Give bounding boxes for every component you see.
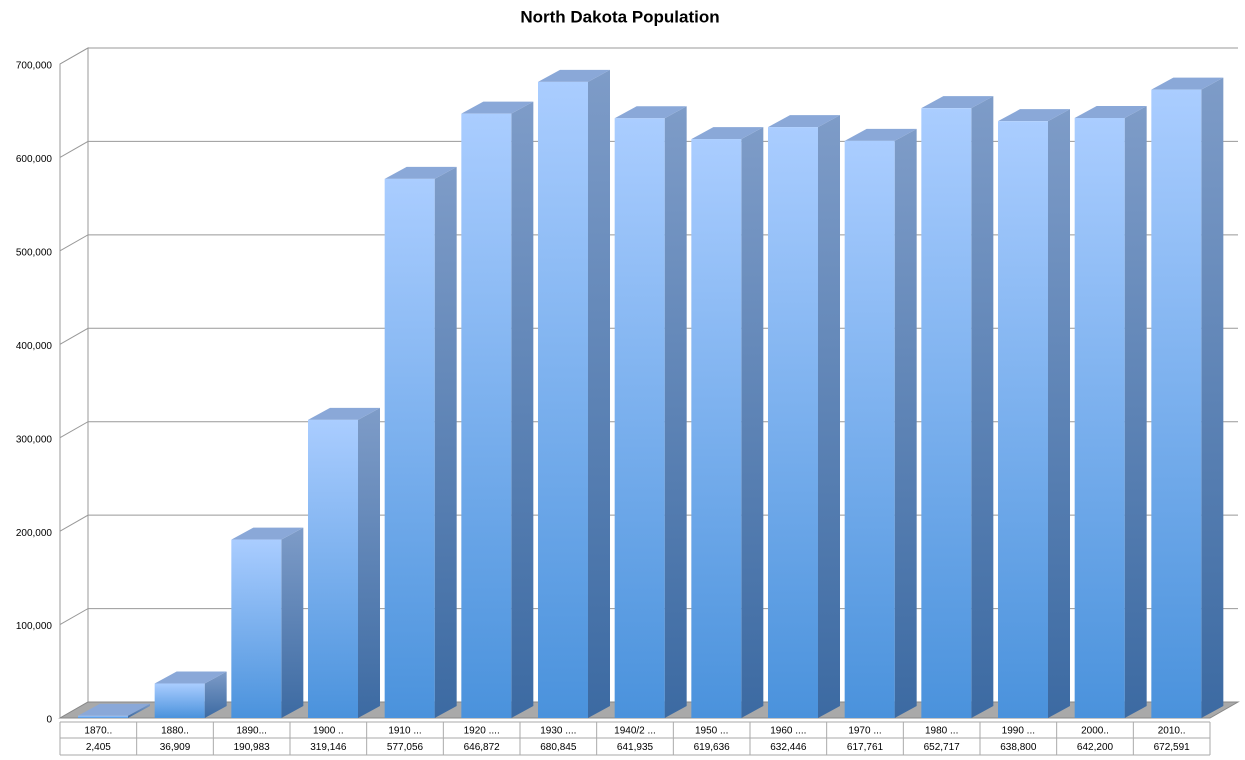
y-tick-label: 200,000 (16, 528, 53, 539)
bar-side (664, 106, 687, 719)
value-label: 646,872 (464, 742, 501, 753)
x-tick-label: 1910 ... (388, 726, 421, 737)
bar-side (128, 703, 150, 718)
y-tick-label: 700,000 (16, 61, 53, 72)
bar-top (998, 109, 1070, 122)
value-label: 641,935 (617, 742, 654, 753)
bar (154, 683, 205, 718)
value-label: 619,636 (694, 742, 731, 753)
bar-top (844, 128, 917, 141)
y-tick-label: 100,000 (16, 621, 53, 632)
bar-side (894, 128, 917, 718)
bar (78, 715, 128, 718)
bar-side (588, 69, 610, 718)
bar (998, 121, 1048, 718)
value-label: 632,446 (770, 742, 807, 753)
bar-side (818, 115, 840, 718)
bar-top (768, 115, 840, 128)
y-tick-label: 400,000 (16, 341, 53, 352)
bar-side (358, 407, 380, 718)
bar-side (434, 166, 457, 719)
bar-top (154, 671, 227, 684)
bar-side (1124, 106, 1147, 719)
value-label: 36,909 (160, 742, 191, 753)
x-tick-label: 1930 .... (540, 726, 576, 737)
y-tick-label: 600,000 (16, 154, 53, 165)
grid-line (59, 47, 1238, 65)
value-label: 672,591 (1154, 742, 1191, 753)
bar (1074, 118, 1125, 719)
x-tick-label: 1960 .... (770, 726, 806, 737)
bar-side (511, 101, 534, 719)
x-tick-label: 1900 .. (313, 726, 344, 737)
x-tick-label: 1870.. (84, 726, 112, 737)
bar (384, 178, 435, 719)
value-label: 652,717 (924, 742, 961, 753)
value-label: 577,056 (387, 742, 424, 753)
bar (691, 139, 742, 718)
value-label: 680,845 (540, 742, 577, 753)
bar-top (538, 69, 610, 82)
value-label: 617,761 (847, 742, 884, 753)
value-label: 642,200 (1077, 742, 1114, 753)
value-label: 190,983 (234, 742, 271, 753)
bar-side (204, 671, 227, 718)
x-tick-label: 1890... (236, 726, 267, 737)
bar (538, 81, 588, 718)
bar (461, 113, 512, 719)
bar-top (921, 96, 994, 109)
value-label: 638,800 (1000, 742, 1037, 753)
value-label: 2,405 (86, 742, 111, 753)
bar (614, 118, 665, 719)
x-tick-label: 1980 ... (925, 726, 958, 737)
y-tick-label: 300,000 (16, 434, 53, 445)
bar-top (461, 101, 534, 114)
bar (308, 419, 358, 718)
bar-top (308, 407, 380, 420)
x-tick-label: 1940/2 ... (614, 726, 656, 737)
bar-top (614, 106, 687, 119)
y-tick-label: 0 (46, 715, 52, 726)
bar-side (1201, 77, 1224, 718)
x-tick-label: 1880.. (161, 726, 189, 737)
bar-side (1048, 109, 1070, 718)
value-label: 319,146 (310, 742, 347, 753)
bar-top (1151, 77, 1224, 90)
bar (768, 127, 818, 718)
x-tick-label: 2010.. (1158, 726, 1186, 737)
chart-title: North Dakota Population (520, 7, 719, 26)
bar (231, 539, 282, 718)
bar-top (231, 527, 304, 540)
x-tick-label: 1970 ... (848, 726, 881, 737)
bar-top (78, 703, 150, 716)
x-tick-label: 2000.. (1081, 726, 1109, 737)
bar-top (1074, 106, 1147, 119)
bar-top (691, 127, 764, 140)
x-tick-label: 1990 ... (1002, 726, 1035, 737)
bar (844, 140, 895, 718)
x-tick-label: 1950 ... (695, 726, 728, 737)
bar-side (281, 527, 304, 718)
bar (1151, 89, 1202, 718)
wall (59, 47, 89, 718)
y-tick-label: 500,000 (16, 247, 53, 258)
bar-side (971, 96, 994, 718)
bar-top (384, 166, 457, 179)
bar (921, 108, 972, 718)
x-tick-label: 1920 .... (464, 726, 500, 737)
bar-side (741, 127, 764, 718)
